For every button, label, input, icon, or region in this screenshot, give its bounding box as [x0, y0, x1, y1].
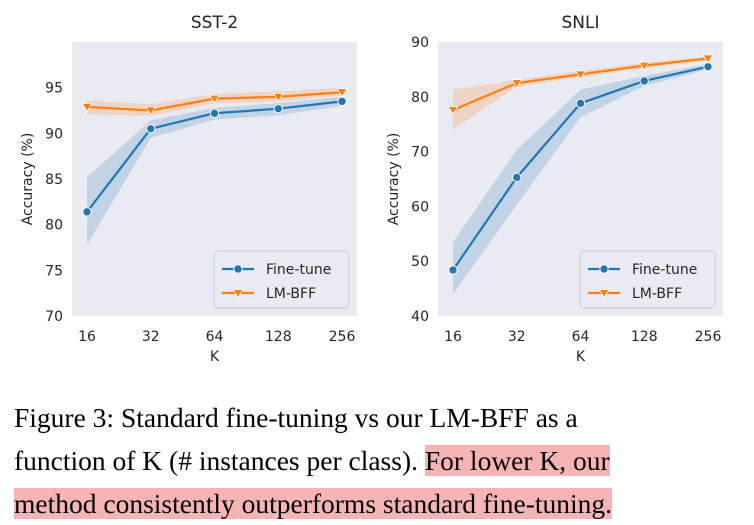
sst2-data-point [337, 96, 347, 107]
sst2-ytick-label: 85 [45, 172, 63, 188]
snli-data-point [702, 54, 714, 64]
sst2-data-point [146, 124, 156, 134]
snli-legend-label: LM-BFF [632, 286, 682, 302]
sst2-ytick-label: 80 [45, 218, 63, 234]
snli-data-point [639, 76, 649, 86]
sst2-xtick-label: 32 [142, 329, 160, 345]
sst2-data-point [273, 103, 283, 114]
caption-line-3: method consistently outperforms standard… [14, 482, 744, 525]
sst2-xlabel: K [210, 349, 220, 365]
snli-data-point [448, 265, 458, 275]
snli-confidence-band [453, 56, 708, 130]
snli-title: SNLI [562, 13, 600, 33]
sst2-data-point [208, 94, 221, 104]
snli-data-point [512, 172, 522, 183]
sst2-legend-label: LM-BFF [266, 286, 316, 302]
snli-legend-label: Fine-tune [632, 262, 697, 278]
sst2-ytick-label: 95 [45, 81, 63, 97]
snli-ytick-label: 60 [411, 199, 429, 215]
sst2-legend: Fine-tune LM-BFF [213, 250, 350, 309]
snli-ytick-label: 50 [411, 254, 429, 270]
snli-confidence-band [453, 63, 708, 295]
sst2-legend-marker [232, 289, 244, 299]
caption-highlight-2: method consistently outperforms standard… [14, 488, 613, 519]
sst2-chart: SST-2 70 75 80 85 90 95 16 32 64 128 256 K Accuracy (… [20, 13, 357, 365]
figure-charts: SST-2 70 75 80 85 90 95 16 32 64 128 256 K Accuracy (… [20, 13, 723, 365]
sst2-series-fine-tune [82, 96, 347, 245]
snli-data-point [447, 106, 459, 116]
sst2-legend-label: Fine-tune [266, 262, 331, 278]
snli-ylabel: Accuracy (%) [386, 133, 402, 226]
snli-chart: SNLI 40 50 60 70 80 90 16 32 64 128 256 K Accuracy (%… [386, 13, 723, 365]
snli-legend-marker [599, 264, 609, 274]
snli-xtick-label: 32 [508, 329, 526, 345]
figure-caption: Figure 3: Standard fine-tuning vs our LM… [14, 396, 744, 525]
snli-ytick-label: 90 [411, 35, 429, 51]
sst2-data-point [272, 92, 284, 103]
snli-xtick-label: 64 [572, 329, 590, 345]
snli-legend-marker [598, 289, 610, 299]
caption-line-1: Figure 3: Standard fine-tuning vs our LM… [14, 402, 578, 433]
sst2-xtick-label: 128 [265, 329, 292, 345]
sst2-data-point [82, 207, 92, 217]
sst2-data-point [81, 102, 93, 113]
snli-data-point [703, 61, 713, 72]
snli-xtick-label: 128 [631, 329, 658, 345]
snli-data-point [638, 61, 650, 71]
snli-xtick-label: 256 [695, 329, 722, 345]
sst2-ytick-label: 75 [45, 263, 63, 279]
sst2-title: SST-2 [191, 13, 238, 33]
snli-ytick-label: 40 [411, 309, 429, 325]
caption-line-2-text: function of K (# instances per class). [14, 445, 425, 476]
snli-ytick-label: 70 [411, 145, 429, 161]
snli-legend: Fine-tune LM-BFF [579, 250, 716, 309]
sst2-data-point [209, 108, 220, 118]
snli-xlabel: K [576, 349, 586, 365]
snli-ytick-label: 80 [411, 90, 429, 106]
sst2-series-lm-bff [81, 87, 348, 116]
sst2-ytick-label: 70 [45, 309, 63, 325]
snli-data-point [575, 98, 586, 109]
snli-series-lm-bff [447, 54, 714, 130]
sst2-ylabel: Accuracy (%) [20, 133, 36, 226]
sst2-ytick-label: 90 [45, 126, 63, 142]
caption-highlight-1: For lower K, our [424, 445, 610, 476]
sst2-confidence-band [87, 96, 342, 245]
sst2-data-point [145, 106, 157, 116]
snli-xtick-label: 16 [444, 329, 462, 345]
snli-data-point [511, 79, 523, 89]
sst2-legend-marker [233, 264, 243, 274]
snli-series-fine-tune [448, 61, 713, 295]
sst2-xtick-label: 16 [78, 329, 96, 345]
snli-data-point [574, 70, 587, 80]
sst2-data-point [336, 88, 348, 98]
sst2-xtick-label: 64 [206, 329, 224, 345]
caption-line-2: function of K (# instances per class). F… [14, 439, 744, 482]
sst2-xtick-label: 256 [329, 329, 356, 345]
